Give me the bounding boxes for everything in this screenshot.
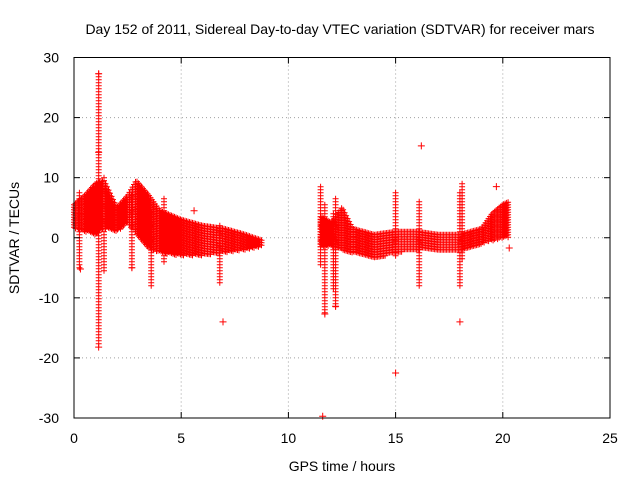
x-tick-label: 15 (388, 430, 404, 446)
data-point (190, 207, 198, 215)
data-spike (76, 189, 83, 271)
data-point (219, 318, 227, 326)
axis-ticks: 0 5 10 15 20 25 -30 -20 -10 0 10 20 30 (39, 50, 618, 447)
data-point (492, 183, 500, 191)
data-band-markers (317, 199, 512, 261)
y-tick-label: -30 (39, 410, 59, 426)
y-tick-label: -20 (39, 350, 59, 366)
data-point (76, 265, 84, 273)
y-tick-label: 10 (43, 170, 59, 186)
y-tick-label: 20 (43, 110, 59, 126)
data-point (417, 142, 425, 150)
y-axis-label: SDTVAR / TECUs (6, 182, 22, 294)
data-spike (101, 174, 107, 274)
data-spike (416, 198, 423, 289)
data-point (321, 310, 329, 318)
chart-title: Day 152 of 2011, Sidereal Day-to-day VTE… (85, 21, 594, 37)
data-point (392, 369, 400, 377)
data-point (319, 412, 327, 420)
data-spike (459, 180, 466, 262)
data-points (71, 70, 513, 420)
data-spike (95, 70, 102, 347)
data-point (95, 148, 103, 156)
data-spike (332, 195, 339, 310)
x-tick-label: 0 (70, 430, 78, 446)
y-tick-label: -10 (39, 290, 59, 306)
data-spike (148, 210, 155, 289)
data-point (128, 264, 136, 272)
data-spike (128, 192, 135, 271)
data-point (95, 70, 103, 78)
data-spike (321, 201, 328, 316)
data-point (505, 244, 513, 252)
data-spike (216, 222, 223, 286)
x-tick-label: 20 (495, 430, 511, 446)
data-point (332, 302, 340, 310)
data-spike (392, 189, 399, 259)
y-tick-label: 0 (51, 230, 59, 246)
x-axis-label: GPS time / hours (289, 458, 396, 474)
data-spike (317, 183, 324, 268)
data-spike (161, 195, 167, 265)
y-tick-label: 30 (43, 50, 59, 66)
data-point (456, 318, 464, 326)
data-band (317, 199, 512, 261)
data-point (95, 343, 103, 351)
x-tick-label: 10 (281, 430, 297, 446)
x-tick-label: 5 (177, 430, 185, 446)
x-tick-label: 25 (602, 430, 618, 446)
